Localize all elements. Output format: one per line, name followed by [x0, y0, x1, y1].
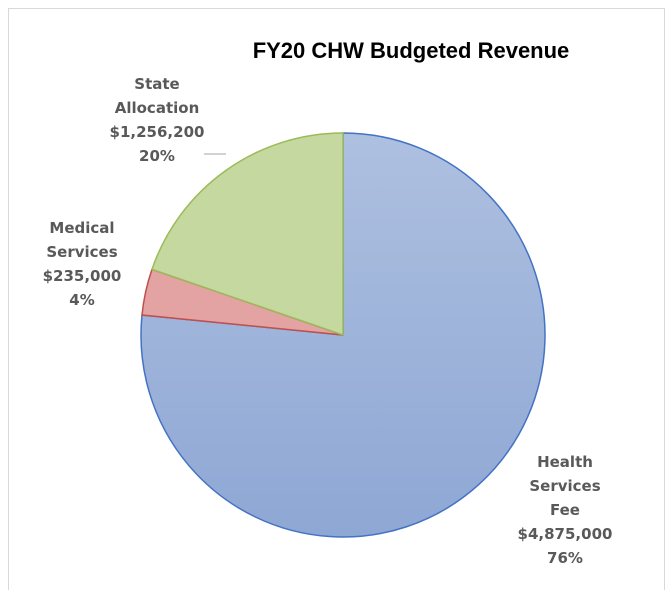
category-label: Medical Services	[46, 219, 118, 261]
percent-label: 20%	[139, 147, 175, 165]
category-label: State Allocation	[114, 75, 200, 117]
percent-label: 4%	[69, 291, 95, 309]
category-label: Health Services Fee	[529, 453, 601, 519]
data-label: State Allocation $1,256,200 20%	[102, 72, 212, 168]
value-label: $4,875,000	[517, 525, 613, 543]
pie-slice	[151, 132, 344, 337]
chart-border	[8, 8, 665, 590]
data-label: Medical Services $235,000 4%	[30, 216, 134, 312]
data-label: Health Services Fee $4,875,000 76%	[515, 450, 615, 570]
value-label: $1,256,200	[109, 123, 205, 141]
chart-title: FY20 CHW Budgeted Revenue	[253, 38, 570, 63]
value-label: $235,000	[42, 267, 122, 285]
percent-label: 76%	[547, 549, 583, 567]
